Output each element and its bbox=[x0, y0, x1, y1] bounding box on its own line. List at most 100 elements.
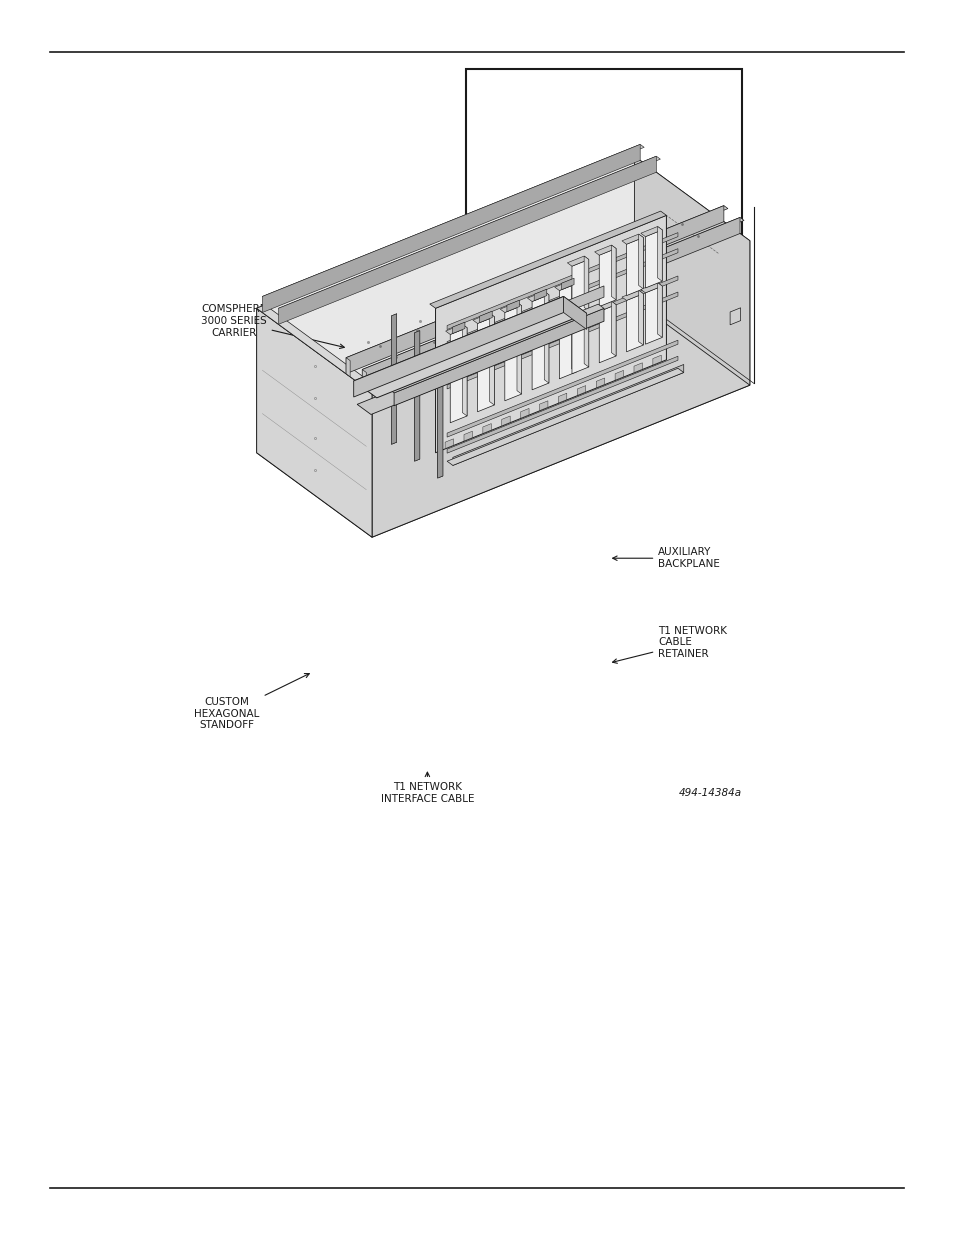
Polygon shape bbox=[534, 289, 546, 300]
Polygon shape bbox=[539, 401, 547, 410]
Polygon shape bbox=[626, 294, 642, 352]
Polygon shape bbox=[572, 316, 588, 374]
Text: COMSPHERE
3000 SERIES
CARRIER: COMSPHERE 3000 SERIES CARRIER bbox=[201, 305, 344, 348]
Polygon shape bbox=[567, 256, 588, 267]
Polygon shape bbox=[520, 409, 529, 419]
Polygon shape bbox=[447, 340, 678, 437]
Polygon shape bbox=[517, 303, 521, 394]
Text: 494-14384a: 494-14384a bbox=[679, 788, 741, 798]
Text: AUXILIARY
BACKPLANE: AUXILIARY BACKPLANE bbox=[612, 547, 720, 569]
Polygon shape bbox=[657, 226, 661, 282]
Polygon shape bbox=[391, 314, 396, 445]
Text: CUSTOM
HEXAGONAL
STANDOFF: CUSTOM HEXAGONAL STANDOFF bbox=[194, 673, 309, 730]
Polygon shape bbox=[639, 290, 642, 345]
Polygon shape bbox=[561, 278, 574, 290]
Polygon shape bbox=[447, 291, 678, 389]
Polygon shape bbox=[652, 356, 660, 366]
Polygon shape bbox=[445, 438, 453, 448]
Polygon shape bbox=[577, 385, 585, 395]
Polygon shape bbox=[447, 248, 678, 346]
Polygon shape bbox=[362, 217, 740, 385]
Polygon shape bbox=[394, 309, 603, 405]
Polygon shape bbox=[645, 287, 661, 345]
Polygon shape bbox=[626, 237, 642, 295]
Polygon shape bbox=[596, 378, 604, 388]
Polygon shape bbox=[437, 347, 442, 478]
Polygon shape bbox=[506, 300, 519, 311]
Polygon shape bbox=[436, 215, 666, 453]
Polygon shape bbox=[278, 156, 659, 311]
Polygon shape bbox=[657, 283, 661, 337]
Polygon shape bbox=[567, 312, 588, 322]
Polygon shape bbox=[262, 144, 639, 312]
Polygon shape bbox=[532, 295, 548, 390]
Polygon shape bbox=[362, 369, 366, 389]
Polygon shape bbox=[450, 327, 467, 422]
Polygon shape bbox=[394, 287, 603, 382]
Polygon shape bbox=[354, 296, 586, 398]
Polygon shape bbox=[346, 205, 727, 361]
Polygon shape bbox=[640, 283, 661, 293]
Polygon shape bbox=[477, 316, 494, 411]
Polygon shape bbox=[388, 304, 603, 393]
Polygon shape bbox=[354, 296, 563, 396]
Polygon shape bbox=[583, 256, 588, 311]
Polygon shape bbox=[473, 314, 494, 324]
Text: T1 NETWORK
CABLE
RETAINER: T1 NETWORK CABLE RETAINER bbox=[612, 626, 726, 663]
Polygon shape bbox=[452, 322, 464, 333]
Polygon shape bbox=[555, 280, 576, 290]
Polygon shape bbox=[594, 245, 616, 256]
Polygon shape bbox=[447, 356, 678, 453]
Polygon shape bbox=[504, 306, 521, 401]
Polygon shape bbox=[558, 393, 566, 403]
Polygon shape bbox=[256, 300, 749, 537]
Polygon shape bbox=[256, 305, 380, 393]
Polygon shape bbox=[598, 248, 616, 306]
Polygon shape bbox=[639, 235, 642, 289]
Text: T1 NETWORK
INTERFACE CABLE: T1 NETWORK INTERFACE CABLE bbox=[380, 772, 474, 804]
Polygon shape bbox=[462, 325, 467, 416]
Polygon shape bbox=[571, 280, 576, 372]
Polygon shape bbox=[391, 314, 396, 445]
Polygon shape bbox=[729, 308, 740, 325]
Polygon shape bbox=[501, 416, 510, 426]
Polygon shape bbox=[447, 368, 683, 466]
Polygon shape bbox=[645, 230, 661, 288]
Polygon shape bbox=[611, 301, 616, 356]
Polygon shape bbox=[544, 291, 548, 383]
Polygon shape bbox=[445, 325, 467, 335]
Polygon shape bbox=[572, 259, 588, 317]
Polygon shape bbox=[278, 156, 656, 325]
Polygon shape bbox=[499, 303, 521, 312]
Polygon shape bbox=[615, 370, 623, 380]
Bar bbox=[465, 69, 741, 257]
Polygon shape bbox=[621, 235, 642, 245]
Polygon shape bbox=[489, 314, 494, 405]
Polygon shape bbox=[362, 217, 743, 373]
Polygon shape bbox=[346, 205, 723, 374]
Polygon shape bbox=[256, 309, 372, 537]
Polygon shape bbox=[256, 156, 749, 393]
Polygon shape bbox=[558, 284, 576, 379]
Polygon shape bbox=[594, 301, 616, 311]
Polygon shape bbox=[256, 156, 634, 453]
Polygon shape bbox=[634, 156, 749, 385]
Polygon shape bbox=[346, 358, 350, 377]
Polygon shape bbox=[415, 331, 419, 461]
Polygon shape bbox=[262, 144, 643, 299]
Polygon shape bbox=[634, 363, 641, 373]
Polygon shape bbox=[479, 311, 492, 322]
Polygon shape bbox=[429, 211, 666, 309]
Polygon shape bbox=[482, 424, 491, 433]
Polygon shape bbox=[356, 320, 580, 415]
Polygon shape bbox=[611, 245, 616, 300]
Polygon shape bbox=[447, 275, 678, 373]
Polygon shape bbox=[527, 291, 548, 301]
Polygon shape bbox=[598, 305, 616, 363]
Polygon shape bbox=[463, 431, 472, 441]
Polygon shape bbox=[621, 290, 642, 300]
Polygon shape bbox=[415, 331, 419, 461]
Polygon shape bbox=[447, 232, 678, 330]
Polygon shape bbox=[583, 312, 588, 367]
Polygon shape bbox=[372, 241, 749, 537]
